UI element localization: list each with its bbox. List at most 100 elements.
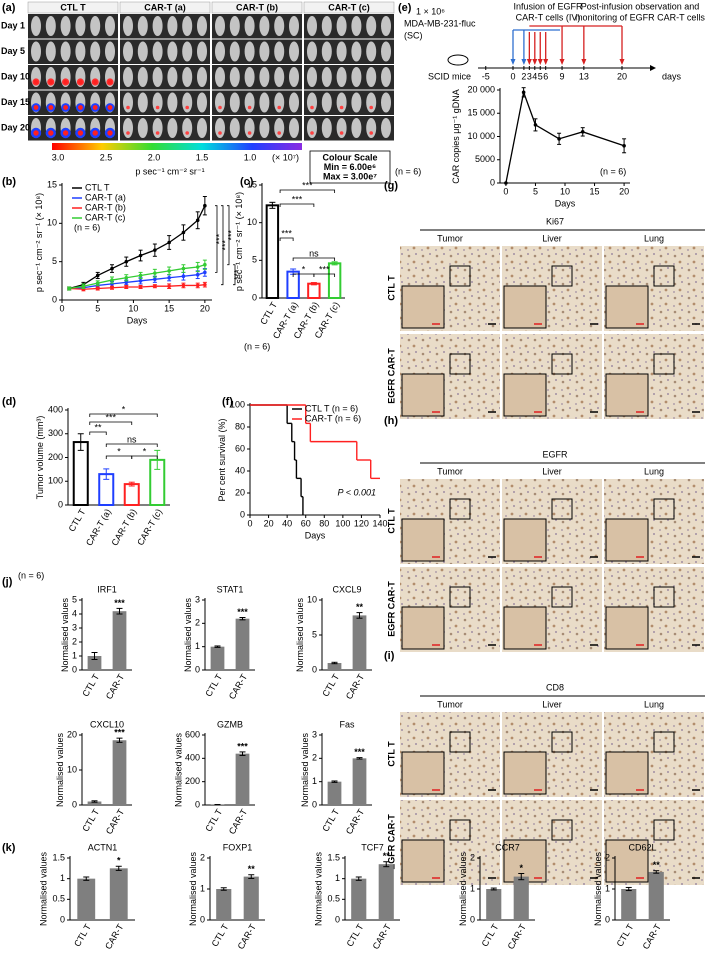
mouse: [215, 118, 225, 138]
mouse: [60, 41, 71, 62]
mouse: [351, 67, 362, 87]
significance-label: *: [122, 404, 126, 414]
mouse: [229, 41, 240, 62]
y-tick-label: 0: [52, 294, 57, 304]
x-tick-label: 100: [335, 518, 350, 528]
x-tick-label: CTL T: [320, 807, 341, 834]
y-tick-label: 2: [470, 852, 475, 862]
zoom-box: [551, 819, 573, 841]
inset: [503, 606, 547, 650]
signal: [218, 131, 222, 135]
marker: [110, 278, 114, 282]
x-axis-label: Days: [555, 198, 576, 208]
bioluminescence-image: [304, 39, 394, 64]
y-tick-label: 0: [605, 914, 610, 924]
y-tick-label: 5: [312, 629, 317, 639]
marker: [195, 283, 200, 288]
y-tick-label: 0: [58, 499, 63, 509]
marker: [167, 284, 171, 289]
y-tick-label: 1: [335, 873, 340, 883]
mouse: [137, 41, 148, 62]
mouse: [215, 92, 225, 113]
bioluminescence-image: [120, 116, 210, 141]
day-label: Day 10: [1, 71, 30, 81]
mouse: [182, 92, 193, 113]
significance-label: ns: [127, 434, 137, 444]
mouse: [366, 118, 377, 138]
marker: [167, 269, 171, 273]
bioluminescence-image: [212, 116, 302, 141]
significance-bracket: [89, 413, 158, 417]
mouse: [274, 41, 285, 62]
significance-label: ***: [281, 228, 292, 238]
x-tick-label: 15: [164, 303, 174, 313]
y-tick-label: 1: [195, 641, 200, 651]
x-tick-label: CAR-T: [227, 672, 250, 701]
bioluminescence-image: [28, 14, 118, 39]
mouse: [152, 16, 163, 36]
panel-label: (e): [398, 2, 412, 14]
signal: [48, 105, 54, 110]
bar: [77, 878, 96, 920]
note: (n = 6): [74, 222, 100, 232]
y-tick-label: 1: [312, 776, 317, 786]
y-tick-label: 60: [235, 443, 245, 453]
mouse: [259, 92, 270, 113]
y-axis-label: Normalised values: [314, 851, 324, 926]
mouse: [197, 92, 207, 113]
bioluminescence-image: [212, 65, 302, 90]
y-tick-label: 0: [72, 664, 77, 674]
chart-title: FOXP1: [223, 842, 253, 852]
y-tick-label: 10: [67, 764, 77, 774]
y-axis-label: Normalised values: [39, 851, 49, 926]
x-tick-label: 0: [59, 303, 64, 313]
y-tick-label: 1: [605, 883, 610, 893]
bar: [112, 611, 127, 670]
row-label: EGFR CAR-T: [386, 581, 396, 637]
mouse: [336, 118, 347, 138]
significance-label: ***: [319, 264, 330, 274]
marker: [181, 283, 186, 288]
zoom-box: [449, 731, 471, 753]
x-tick-label: CTL T: [80, 672, 101, 699]
mouse: [123, 41, 133, 62]
y-tick-label: 5000: [475, 154, 495, 164]
panel-label: (a): [2, 2, 16, 14]
signal: [63, 105, 68, 110]
timeline-label: 9: [560, 71, 565, 81]
significance-bracket: [215, 205, 218, 273]
mouse: [229, 67, 240, 87]
day-label: Day 20: [1, 122, 30, 132]
significance-bracket: [105, 455, 133, 459]
mouse: [123, 92, 133, 113]
timeline-unit: days: [662, 71, 682, 81]
note: (n = 6): [18, 570, 44, 580]
signal: [63, 79, 68, 85]
signal: [107, 130, 113, 136]
signal: [92, 105, 98, 110]
y-tick-label: 0: [240, 509, 245, 519]
significance-label: **: [383, 851, 391, 861]
inset: [401, 751, 445, 795]
x-tick-label: CTL T: [203, 672, 224, 699]
mouse: [336, 67, 347, 87]
x-tick-label: CAR-T: [371, 922, 394, 951]
mouse: [75, 16, 86, 36]
significance-label: ***: [302, 180, 313, 190]
mouse: [45, 41, 56, 62]
bar: [307, 282, 321, 300]
x-tick-label: 0: [503, 186, 508, 196]
significance-label: **: [653, 860, 661, 870]
scale-unit: p sec⁻¹ cm⁻² sr⁻¹: [135, 166, 204, 176]
y-axis-label: Normalised values: [55, 732, 65, 807]
bar: [352, 758, 367, 805]
mouse: [182, 41, 193, 62]
signal: [155, 105, 160, 110]
y-tick-label: 2: [200, 852, 205, 862]
column-label: Lung: [644, 233, 664, 243]
legend-label: CTL T (n = 6): [305, 403, 358, 413]
mouse: [366, 67, 377, 87]
y-tick-label: 80: [235, 421, 245, 431]
bioluminescence-image: [120, 65, 210, 90]
